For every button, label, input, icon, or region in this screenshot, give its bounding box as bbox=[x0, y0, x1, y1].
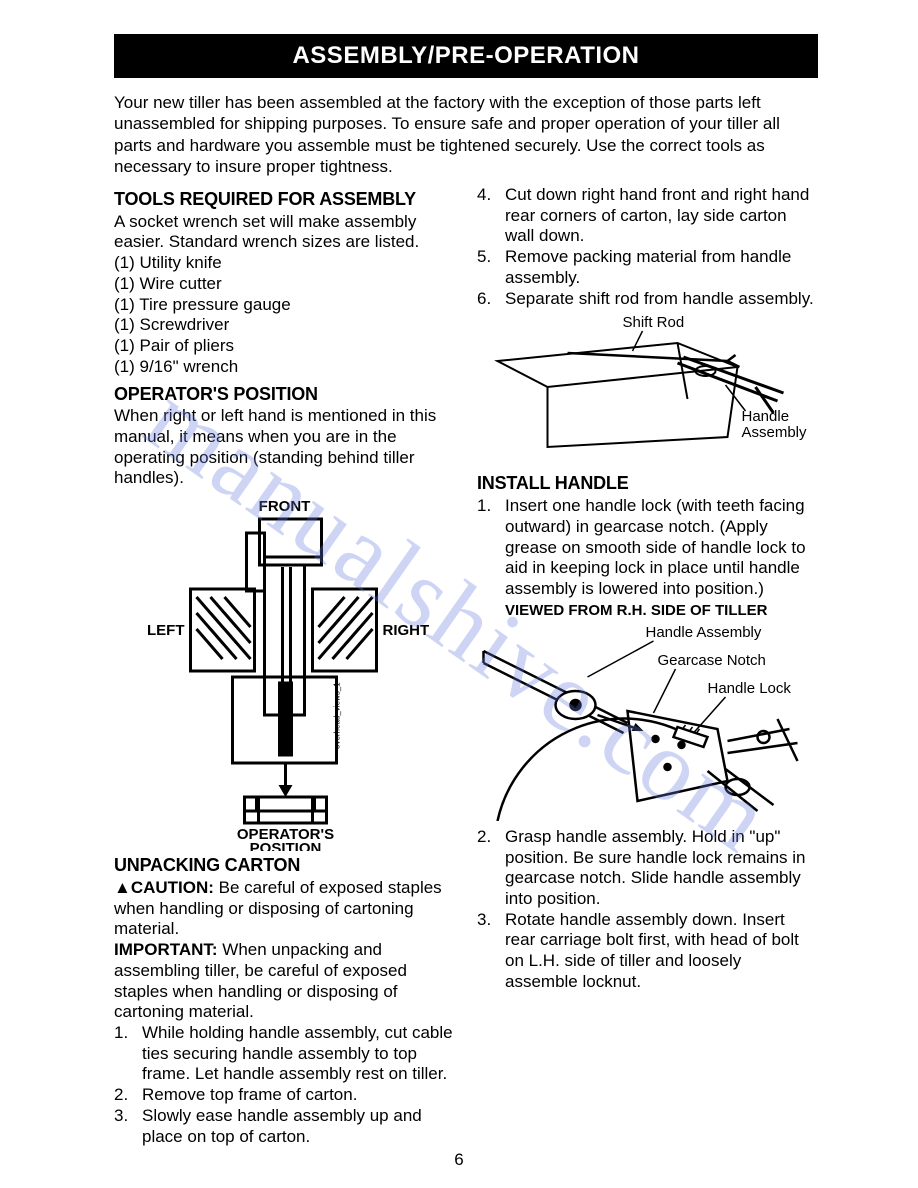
shift-rod-figure: Shift Rod Handle bbox=[477, 313, 818, 463]
step-number: 3. bbox=[477, 910, 505, 993]
list-item: 3.Rotate handle assembly down. Insert re… bbox=[477, 910, 818, 993]
list-item: 1.While holding handle assembly, cut cab… bbox=[114, 1023, 455, 1085]
step-number: 3. bbox=[114, 1106, 142, 1147]
step-number: 1. bbox=[114, 1023, 142, 1085]
overhead-view-svg: FRONT bbox=[114, 497, 455, 851]
operator-position-heading: OPERATOR'S POSITION bbox=[114, 384, 455, 405]
tool-item: (1) Utility knife bbox=[114, 253, 455, 274]
tool-item: (1) Tire pressure gauge bbox=[114, 295, 455, 316]
tools-intro: A socket wrench set will make assembly e… bbox=[114, 212, 455, 253]
gearcase-figure: Handle Assembly Gearcase Notch Handle Lo… bbox=[477, 621, 818, 821]
page-number: 6 bbox=[0, 1150, 918, 1170]
step-number: 2. bbox=[114, 1085, 142, 1106]
fig1-side-note: overhead_views_1 bbox=[333, 682, 342, 749]
tool-item: (1) Wire cutter bbox=[114, 274, 455, 295]
unpacking-steps: 1.While holding handle assembly, cut cab… bbox=[114, 1023, 455, 1147]
step-number: 5. bbox=[477, 247, 505, 288]
list-item: 2.Grasp handle assembly. Hold in "up" po… bbox=[477, 827, 818, 910]
left-column: TOOLS REQUIRED FOR ASSEMBLY A socket wre… bbox=[114, 185, 455, 1147]
tool-item: (1) Screwdriver bbox=[114, 315, 455, 336]
fig2-handle-label2: Assembly bbox=[742, 424, 808, 441]
shift-rod-svg: Shift Rod Handle bbox=[477, 313, 818, 463]
step-text: Slowly ease handle assembly up and place… bbox=[142, 1106, 455, 1147]
step-number: 1. bbox=[477, 496, 505, 600]
step-text: Separate shift rod from handle assembly. bbox=[505, 289, 818, 310]
install-steps-2: 2.Grasp handle assembly. Hold in "up" po… bbox=[477, 827, 818, 993]
fig2-shift-rod-label: Shift Rod bbox=[623, 314, 685, 331]
tool-item: (1) Pair of pliers bbox=[114, 336, 455, 357]
two-column-layout: TOOLS REQUIRED FOR ASSEMBLY A socket wre… bbox=[114, 185, 818, 1147]
step-number: 2. bbox=[477, 827, 505, 910]
gearcase-svg: Handle Assembly Gearcase Notch Handle Lo… bbox=[477, 621, 818, 821]
page-container: ASSEMBLY/PRE-OPERATION Your new tiller h… bbox=[0, 0, 918, 1167]
list-item: 6.Separate shift rod from handle assembl… bbox=[477, 289, 818, 310]
step-number: 6. bbox=[477, 289, 505, 310]
tool-item: (1) 9/16" wrench bbox=[114, 357, 455, 378]
list-item: 3.Slowly ease handle assembly up and pla… bbox=[114, 1106, 455, 1147]
step-text: While holding handle assembly, cut cable… bbox=[142, 1023, 455, 1085]
step-text: Cut down right hand front and right hand… bbox=[505, 185, 818, 247]
fig2-handle-label1: Handle bbox=[742, 408, 790, 425]
important-paragraph: IMPORTANT: When unpacking and assembling… bbox=[114, 940, 455, 1023]
list-item: 4.Cut down right hand front and right ha… bbox=[477, 185, 818, 247]
step-text: Insert one handle lock (with teeth facin… bbox=[505, 496, 818, 600]
fig1-front-label: FRONT bbox=[259, 498, 311, 515]
list-item: 5.Remove packing material from handle as… bbox=[477, 247, 818, 288]
step-text: Rotate handle assembly down. Insert rear… bbox=[505, 910, 818, 993]
operator-position-body: When right or left hand is mentioned in … bbox=[114, 406, 455, 489]
fig3-gearcase-notch-label: Gearcase Notch bbox=[658, 652, 766, 669]
step-number: 4. bbox=[477, 185, 505, 247]
install-handle-heading: INSTALL HANDLE bbox=[477, 473, 818, 494]
list-item: 2.Remove top frame of carton. bbox=[114, 1085, 455, 1106]
page-banner: ASSEMBLY/PRE-OPERATION bbox=[114, 34, 818, 78]
important-label: IMPORTANT: bbox=[114, 940, 218, 959]
step-text: Remove packing material from handle asse… bbox=[505, 247, 818, 288]
caution-paragraph: ▲CAUTION: Be careful of exposed staples … bbox=[114, 878, 455, 940]
intro-paragraph: Your new tiller has been assembled at th… bbox=[114, 92, 818, 177]
unpacking-heading: UNPACKING CARTON bbox=[114, 855, 455, 876]
right-column: 4.Cut down right hand front and right ha… bbox=[477, 185, 818, 1147]
caution-triangle-icon: ▲ bbox=[114, 878, 131, 897]
step-text: Remove top frame of carton. bbox=[142, 1085, 455, 1106]
list-item: 1.Insert one handle lock (with teeth fac… bbox=[477, 496, 818, 600]
fig1-right-label: RIGHT bbox=[383, 622, 430, 639]
fig3-caption: VIEWED FROM R.H. SIDE OF TILLER bbox=[477, 602, 818, 619]
step-text: Grasp handle assembly. Hold in "up" posi… bbox=[505, 827, 818, 910]
fig3-handle-lock-label: Handle Lock bbox=[708, 680, 792, 697]
tools-list: (1) Utility knife (1) Wire cutter (1) Ti… bbox=[114, 253, 455, 377]
overhead-view-figure: FRONT bbox=[114, 497, 455, 851]
tools-heading: TOOLS REQUIRED FOR ASSEMBLY bbox=[114, 189, 455, 210]
install-steps-1: 1.Insert one handle lock (with teeth fac… bbox=[477, 496, 818, 600]
unpacking-steps-continued: 4.Cut down right hand front and right ha… bbox=[477, 185, 818, 309]
caution-label: CAUTION: bbox=[131, 878, 214, 897]
fig3-handle-assembly-label: Handle Assembly bbox=[646, 624, 762, 641]
fig1-left-label: LEFT bbox=[147, 622, 185, 639]
fig1-operator-label2: POSITION bbox=[250, 840, 322, 851]
